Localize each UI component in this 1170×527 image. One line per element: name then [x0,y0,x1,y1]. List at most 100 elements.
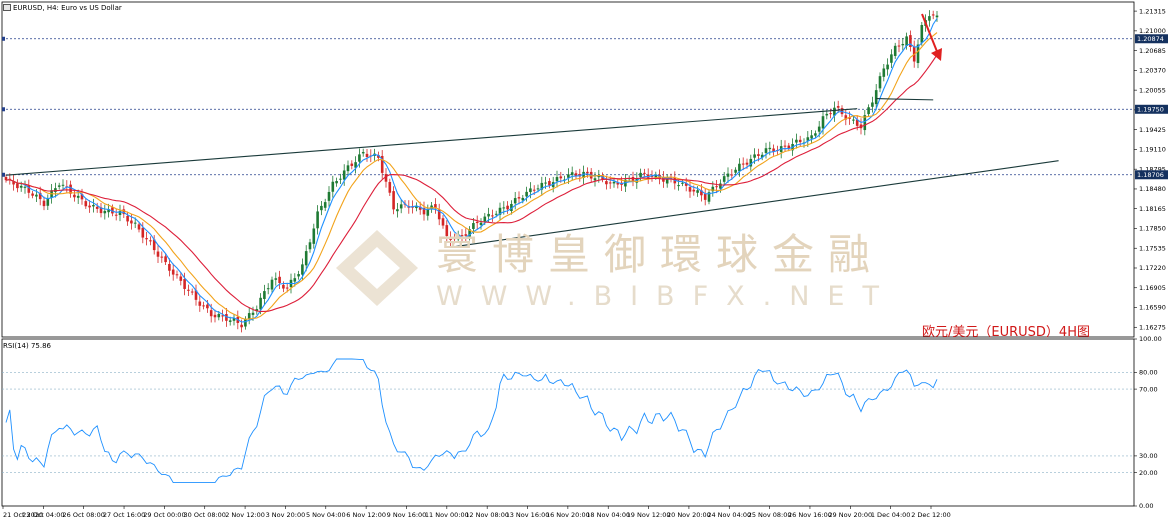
candle-body [772,148,775,152]
candle-body [643,172,646,174]
candle-body [99,207,103,214]
candle-body [69,184,72,194]
candle-body [80,194,84,200]
candle-body [593,178,597,181]
level-left-marker [2,107,5,112]
candle-body [38,192,42,200]
candle-body [137,224,141,230]
candle-body [194,290,198,300]
candle-body [567,174,570,178]
trendline [5,108,858,176]
candle-body [316,211,319,229]
candle-body [111,207,114,214]
candle-body [726,173,730,177]
price-tick-label: 1.20685 [1139,47,1166,55]
candle-body [187,289,190,291]
candle-body [688,187,692,192]
price-tick-label: 1.18165 [1139,205,1166,213]
candle-body [810,135,813,139]
candle-body [456,234,460,240]
candle-body [61,184,65,186]
price-tick-label: 1.17535 [1139,244,1166,252]
candle-body [274,278,278,280]
level-price-label: 1.19750 [1137,106,1164,114]
candle-body [270,279,274,290]
candle-body [783,145,787,147]
price-tick-label: 1.16275 [1139,323,1166,331]
candle-body [19,185,23,188]
time-tick-label: 18 Nov 04:00 [586,511,630,519]
price-tick-label: 1.18795 [1139,165,1166,173]
candle-body [388,182,392,193]
price-tick-label: 1.19425 [1139,126,1166,134]
candle-body [764,148,768,153]
candle-body [871,102,874,107]
chart-window-icon [3,4,11,11]
candle-body [377,155,380,158]
rsi-tick-label: 0.00 [1139,502,1153,510]
candle-body [209,310,213,317]
candle-body [4,177,8,181]
candle-body [886,64,889,70]
candle-body [741,163,745,165]
time-tick-label: 24 Nov 04:00 [707,511,751,519]
candle-body [396,209,399,212]
candle-body [768,147,772,150]
candle-body [855,119,859,126]
candle-body [612,181,616,184]
candle-body [745,162,749,165]
level-price-marker [1135,170,1168,180]
candle-body [73,194,76,198]
rsi-line [5,358,938,484]
candle-body [510,203,513,211]
candle-body [878,76,882,89]
candle-body [266,288,270,290]
candle-body [487,213,490,217]
candle-body [107,209,110,213]
rsi-tick-label: 20.00 [1139,469,1158,477]
candle-body [829,113,832,115]
candle-body [715,186,718,188]
candle-body [863,115,867,131]
level-price-label: 1.18706 [1137,171,1164,179]
candle-body [905,36,908,46]
candle-body [806,137,810,141]
candle-body [928,16,931,21]
candle-body [521,197,525,201]
candle-body [304,251,308,266]
trendline [876,98,934,101]
trendline [454,160,1059,248]
candle-body [722,176,726,182]
time-tick-label: 9 Nov 16:00 [387,511,427,519]
candle-body [814,133,817,136]
candle-body [103,210,107,214]
candle-body [449,237,452,240]
rsi-pane [2,358,1134,484]
level-left-marker [2,172,5,177]
candle-body [92,204,95,207]
candle-body [240,324,243,328]
candle-body [821,116,825,129]
candle-body [380,155,384,173]
candle-body [916,44,920,64]
candle-body [335,181,338,184]
time-tick-label: 2 Dec 12:00 [911,511,951,519]
candle-body [114,214,118,216]
rsi-tick-label: 70.00 [1139,385,1158,393]
price-tick-label: 1.21000 [1139,27,1166,35]
candle-body [206,304,209,309]
candle-body [890,54,893,63]
candle-body [399,204,403,209]
chart-frame [1,1,1135,507]
candle-body [350,163,354,166]
candle-body [586,171,589,174]
price-tick-label: 1.21315 [1139,7,1166,15]
candle-body [498,207,502,215]
candle-body [327,191,331,201]
candle-body [339,178,342,180]
symbol-title-text: EURUSD, H4: Euro vs US Dollar [13,4,122,12]
candle-body [920,25,924,43]
candle-body [760,154,764,158]
candle-body [88,205,91,208]
candle-body [301,264,304,275]
